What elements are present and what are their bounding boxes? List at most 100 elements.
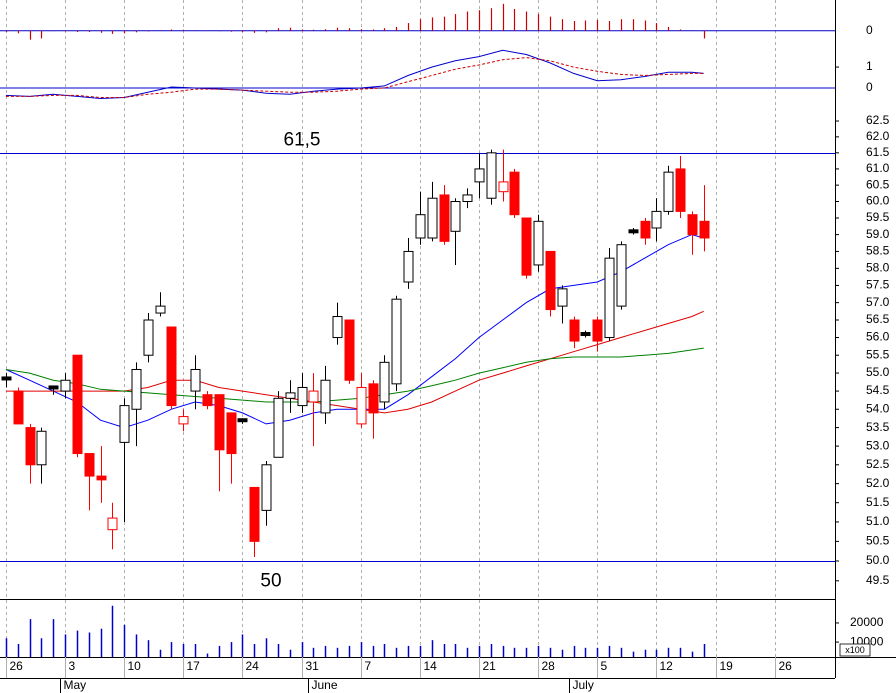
- y-tick-label: 50.0: [866, 553, 890, 567]
- candle-body: [521, 217, 532, 276]
- candle-body: [166, 326, 177, 407]
- x-tick-label: 26: [10, 659, 24, 673]
- candle-body: [261, 464, 272, 511]
- unit-box: [839, 643, 871, 657]
- candle-body: [84, 453, 95, 477]
- candle-body: [474, 168, 485, 183]
- candle-body: [202, 394, 213, 407]
- y-tick-label: 57.5: [866, 278, 890, 292]
- y-tick-label: 54.5: [866, 383, 890, 397]
- y-tick-label: 57.0: [866, 295, 890, 309]
- candle-body: [214, 394, 225, 451]
- candle-body: [48, 385, 59, 390]
- x-tick-label: 3: [69, 659, 76, 673]
- macd-line: [5, 57, 704, 98]
- y-tick-label: 59.0: [866, 227, 890, 241]
- candle-body: [604, 257, 615, 339]
- candle-body: [308, 390, 319, 403]
- candle-body: [36, 430, 47, 466]
- candle-body: [226, 412, 237, 455]
- candle-body: [498, 181, 509, 193]
- y-tick-label: 56.5: [866, 312, 890, 326]
- candle-body: [533, 220, 544, 266]
- grid: [6, 0, 839, 693]
- candle-body: [391, 298, 402, 385]
- candle-body: [509, 171, 520, 216]
- candle-body: [415, 214, 426, 239]
- candle-body: [1, 376, 12, 381]
- x-tick-label: 19: [720, 659, 734, 673]
- x-tick-label: 24: [246, 659, 260, 673]
- y-tick-label: 53.5: [866, 420, 890, 434]
- candle-body: [297, 386, 308, 407]
- candle-body: [427, 197, 438, 239]
- macd-line: [5, 49, 704, 100]
- candle-body: [320, 379, 331, 414]
- candle-body: [450, 201, 461, 232]
- y-tick-label: 62.5: [866, 113, 890, 127]
- candle-body: [25, 427, 36, 466]
- y-tick-label: 58.5: [866, 244, 890, 258]
- candle-body: [72, 354, 83, 455]
- y-tick-label: 59.5: [866, 210, 890, 224]
- x-tick-label: 5: [601, 659, 608, 673]
- month-label: July: [573, 678, 594, 692]
- y-tick-label: 20000: [850, 615, 884, 629]
- candle-body: [96, 475, 107, 481]
- candle-body: [580, 332, 591, 337]
- x-tick-label: 14: [424, 659, 438, 673]
- reference-label: 50: [260, 571, 281, 592]
- candle-body: [155, 305, 166, 314]
- y-tick-label: 53.0: [866, 438, 890, 452]
- x-tick-label: 17: [187, 659, 201, 673]
- y-tick-label: 0: [866, 80, 873, 94]
- candle-body: [462, 194, 473, 203]
- x-tick-label: 21: [483, 659, 497, 673]
- candle-body: [687, 214, 698, 236]
- y-tick-label: 60.0: [866, 194, 890, 208]
- candle-body: [60, 379, 71, 392]
- candle-body: [663, 171, 674, 212]
- candle-body: [356, 386, 367, 425]
- candle-body: [379, 361, 390, 403]
- y-tick-label: 55.0: [866, 365, 890, 379]
- y-tick-label: 50.5: [866, 534, 890, 548]
- y-tick-label: 52.5: [866, 457, 890, 471]
- y-tick-label: 51.5: [866, 495, 890, 509]
- y-tick-label: 51.0: [866, 514, 890, 528]
- candle-body: [107, 517, 118, 531]
- candle-body: [628, 229, 639, 234]
- candle-body: [616, 244, 627, 307]
- candle-body: [13, 390, 24, 425]
- candle-body: [131, 368, 142, 410]
- candle-body: [332, 316, 343, 339]
- reference-label: 61,5: [284, 130, 321, 151]
- candle-body: [592, 319, 603, 342]
- candle-body: [190, 368, 201, 392]
- candle-body: [675, 168, 686, 212]
- y-tick-label: 54.0: [866, 401, 890, 415]
- x-tick-label: 7: [365, 659, 372, 673]
- plots: [0, 3, 835, 657]
- y-tick-label: 49.5: [866, 573, 890, 587]
- candle-body: [545, 250, 556, 311]
- candle-body: [249, 486, 260, 542]
- y-tick-label: 61.0: [866, 161, 890, 175]
- candle-body: [285, 392, 296, 399]
- y-tick-label: 56.0: [866, 330, 890, 344]
- candle-body: [569, 319, 580, 342]
- y-tick-label: 0: [866, 23, 873, 37]
- candle-body: [651, 210, 662, 229]
- y-tick-label: 58.0: [866, 261, 890, 275]
- y-tick-label: 55.5: [866, 347, 890, 361]
- month-label: May: [64, 678, 87, 692]
- candle-body: [119, 405, 130, 443]
- x-tick-label: 31: [306, 659, 320, 673]
- y-tick-label: 60.5: [866, 177, 890, 191]
- x-tick-label: 26: [779, 659, 793, 673]
- y-tick-label: 1: [866, 59, 873, 73]
- candle-body: [640, 220, 651, 239]
- candle-body: [403, 250, 414, 283]
